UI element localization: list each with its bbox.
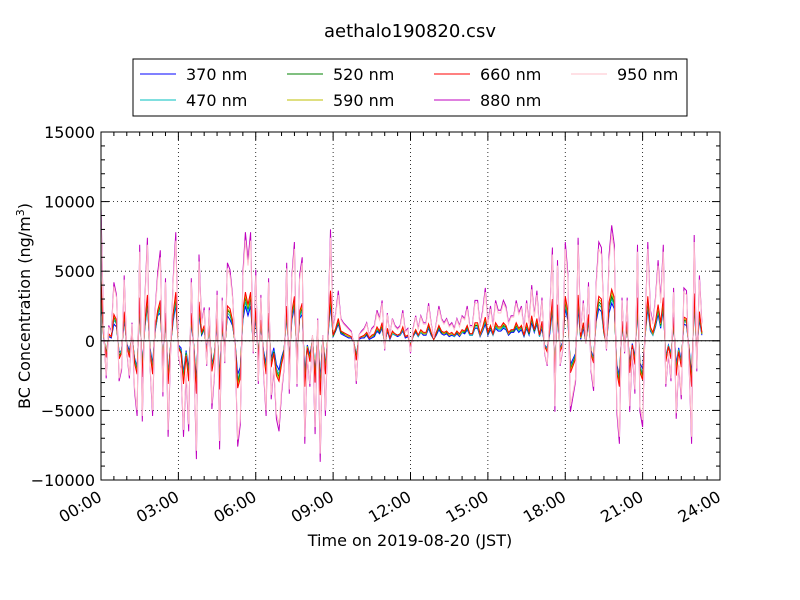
y-axis-label-sup: 3 (14, 209, 27, 216)
series-line (101, 207, 703, 462)
series-layer (101, 207, 703, 462)
y-axis-label: BC Concentration (ng/m3) (14, 203, 34, 409)
plot-area (100, 131, 721, 481)
y-tick-label: −5000 (41, 401, 95, 420)
y-tick-labels: −10000 −5000 0 5000 10000 15000 (31, 123, 95, 490)
y-axis-label-close: ) (15, 203, 34, 209)
x-tick-label: 09:00 (288, 487, 337, 527)
y-axis-label-main: BC Concentration (ng/m (15, 216, 34, 409)
x-tick-label: 21:00 (597, 487, 646, 527)
legend-label: 660 nm (480, 65, 541, 84)
x-tick-label: 00:00 (56, 487, 105, 527)
series-line (101, 216, 703, 454)
series-line (101, 279, 703, 396)
legend-label: 470 nm (186, 91, 247, 110)
legend: 370 nm 470 nm 520 nm 590 nm 660 nm 880 nm 950 … (132, 58, 688, 117)
y-tick-label: 0 (85, 332, 95, 351)
y-tick-label: −10000 (31, 471, 95, 490)
x-tick-label: 03:00 (133, 487, 182, 527)
y-tick-label: 10000 (44, 193, 95, 212)
x-tick-label: 18:00 (520, 487, 569, 527)
y-tick-label: 15000 (44, 123, 95, 142)
legend-frame (132, 58, 688, 117)
legend-label: 370 nm (186, 65, 247, 84)
legend-label: 590 nm (333, 91, 394, 110)
x-tick-labels: 00:00 03:00 06:00 09:00 12:00 15:00 18:00 21:00… (56, 487, 724, 527)
y-tick-label: 5000 (54, 262, 95, 281)
chart-title: aethalo190820.csv (324, 21, 496, 42)
x-tick-label: 12:00 (365, 487, 414, 527)
legend-label: 950 nm (617, 65, 678, 84)
plot-frame (100, 131, 721, 481)
x-tick-label: 15:00 (442, 487, 491, 527)
x-tick-label: 24:00 (675, 487, 724, 527)
x-tick-label: 06:00 (210, 487, 259, 527)
legend-label: 520 nm (333, 65, 394, 84)
ticks (100, 131, 721, 481)
x-axis-label: Time on 2019-08-20 (JST) (307, 531, 512, 550)
legend-label: 880 nm (480, 91, 541, 110)
